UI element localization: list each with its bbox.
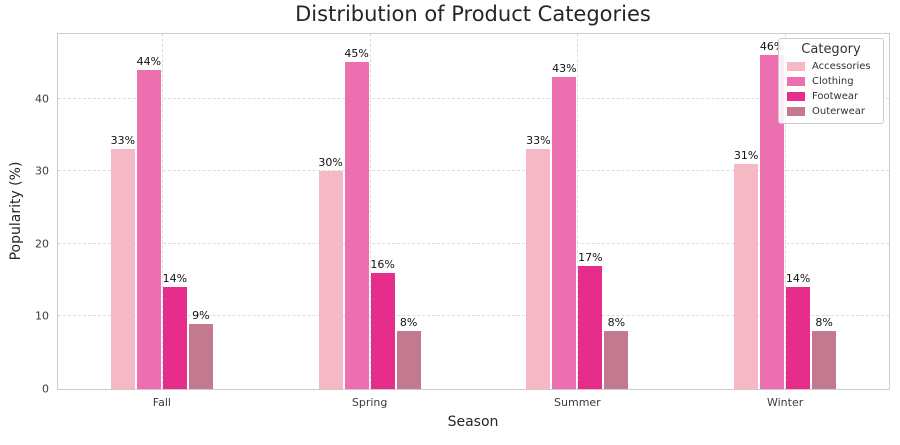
bar-outerwear-winter (812, 330, 837, 389)
legend-swatch-accessories (787, 62, 805, 71)
x-axis-title: Season (447, 414, 499, 430)
x-tick-label: Fall (152, 396, 171, 409)
bar-value-label: 30% (318, 156, 343, 170)
bar-value-label: 31% (733, 148, 759, 162)
bar-outerwear-fall (188, 323, 213, 389)
bar-outerwear-spring (396, 330, 421, 389)
legend-title: Category (801, 42, 861, 57)
bar-footwear-fall (162, 287, 187, 389)
legend-item-label: Clothing (812, 76, 854, 87)
bar-clothing-summer (552, 76, 577, 389)
bar-accessories-spring (318, 171, 343, 389)
legend: Category Accessories Clothing Footwear Oute… (778, 38, 884, 124)
legend-swatch-clothing (787, 77, 805, 86)
bar-footwear-winter (786, 287, 811, 389)
bar-value-label: 9% (192, 308, 210, 322)
bar-accessories-winter (734, 163, 759, 389)
gridline-vertical (785, 34, 787, 389)
bar-value-label: 8% (399, 315, 418, 329)
bar-clothing-fall (136, 69, 161, 389)
legend-item-clothing: Clothing (787, 76, 875, 87)
bar-value-label: 33% (110, 134, 136, 148)
bar-accessories-summer (526, 149, 551, 389)
legend-item-footwear: Footwear (787, 91, 875, 102)
legend-swatch-footwear (787, 92, 805, 101)
bar-value-label: 8% (607, 315, 626, 329)
bar-value-label: 45% (344, 47, 369, 61)
gridline-horizontal (58, 242, 889, 244)
gridline-vertical (161, 34, 163, 389)
bar-value-label: 16% (370, 257, 395, 271)
legend-item-label: Accessories (812, 61, 871, 72)
bar-value-label: 17% (578, 250, 603, 264)
bar-value-label: 43% (552, 61, 577, 75)
y-axis-title: Popularity (%) (8, 161, 24, 261)
bar-value-label: 14% (785, 272, 811, 286)
bar-value-label: 14% (162, 272, 188, 286)
bar-footwear-summer (578, 265, 603, 389)
bar-value-label: 44% (136, 54, 162, 68)
y-tick-label: 40 (35, 92, 49, 106)
chart-title: Distribution of Product Categories (295, 2, 651, 26)
y-tick-label: 10 (35, 309, 49, 323)
legend-item-label: Outerwear (812, 106, 865, 117)
bar-accessories-fall (110, 149, 135, 389)
gridline-vertical (369, 34, 371, 389)
x-tick-label: Summer (554, 396, 601, 409)
gridline-horizontal (58, 97, 889, 99)
bar-value-label: 33% (526, 134, 551, 148)
plot-area: Category Accessories Clothing Footwear Oute… (35, 33, 890, 409)
bar-footwear-spring (370, 272, 395, 389)
bar-value-label: 8% (815, 315, 833, 329)
y-tick-label: 20 (35, 237, 49, 251)
y-tick-label: 30 (35, 164, 49, 178)
bar-clothing-spring (344, 62, 369, 389)
y-tick-label: 0 (42, 382, 49, 396)
gridline-horizontal (58, 315, 889, 317)
gridline-horizontal (58, 170, 889, 172)
bar-outerwear-summer (604, 330, 629, 389)
x-tick-label: Spring (351, 396, 388, 409)
legend-items: Accessories Clothing Footwear Outerwear (787, 61, 875, 117)
legend-item-label: Footwear (812, 91, 859, 102)
gridline-vertical (577, 34, 579, 389)
legend-swatch-outerwear (787, 107, 805, 116)
x-tick-label: Winter (766, 396, 804, 409)
legend-item-outerwear: Outerwear (787, 106, 875, 117)
legend-item-accessories: Accessories (787, 61, 875, 72)
